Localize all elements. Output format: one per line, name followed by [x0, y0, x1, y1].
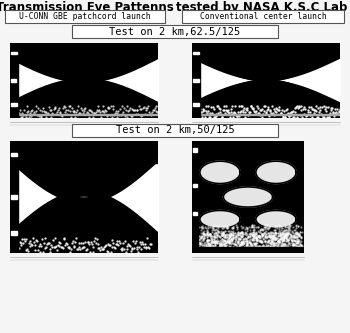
FancyBboxPatch shape [182, 10, 344, 23]
Text: tested by NASA K.S.C Lab: tested by NASA K.S.C Lab [176, 2, 348, 15]
Text: U-CONN GBE patchcord launch: U-CONN GBE patchcord launch [19, 12, 151, 21]
FancyBboxPatch shape [72, 25, 278, 38]
FancyBboxPatch shape [5, 10, 165, 23]
Text: Test on 2 km,62.5/125: Test on 2 km,62.5/125 [109, 27, 241, 37]
Text: Test on 2 km,50/125: Test on 2 km,50/125 [116, 126, 234, 136]
FancyBboxPatch shape [72, 124, 278, 137]
Text: Conventional center launch: Conventional center launch [199, 12, 326, 21]
Text: Transmission Eye Pattenns: Transmission Eye Pattenns [0, 2, 174, 15]
